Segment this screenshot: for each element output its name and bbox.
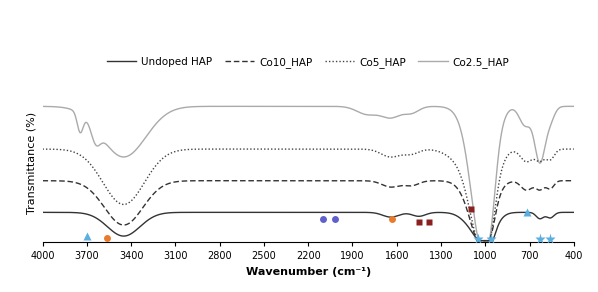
X-axis label: Wavenumber (cm⁻¹): Wavenumber (cm⁻¹) xyxy=(246,267,371,277)
Legend: Undoped HAP, Co10_HAP, Co5_HAP, Co2.5_HAP: Undoped HAP, Co10_HAP, Co5_HAP, Co2.5_HA… xyxy=(103,53,514,72)
Y-axis label: Transmittance (%): Transmittance (%) xyxy=(27,112,37,213)
